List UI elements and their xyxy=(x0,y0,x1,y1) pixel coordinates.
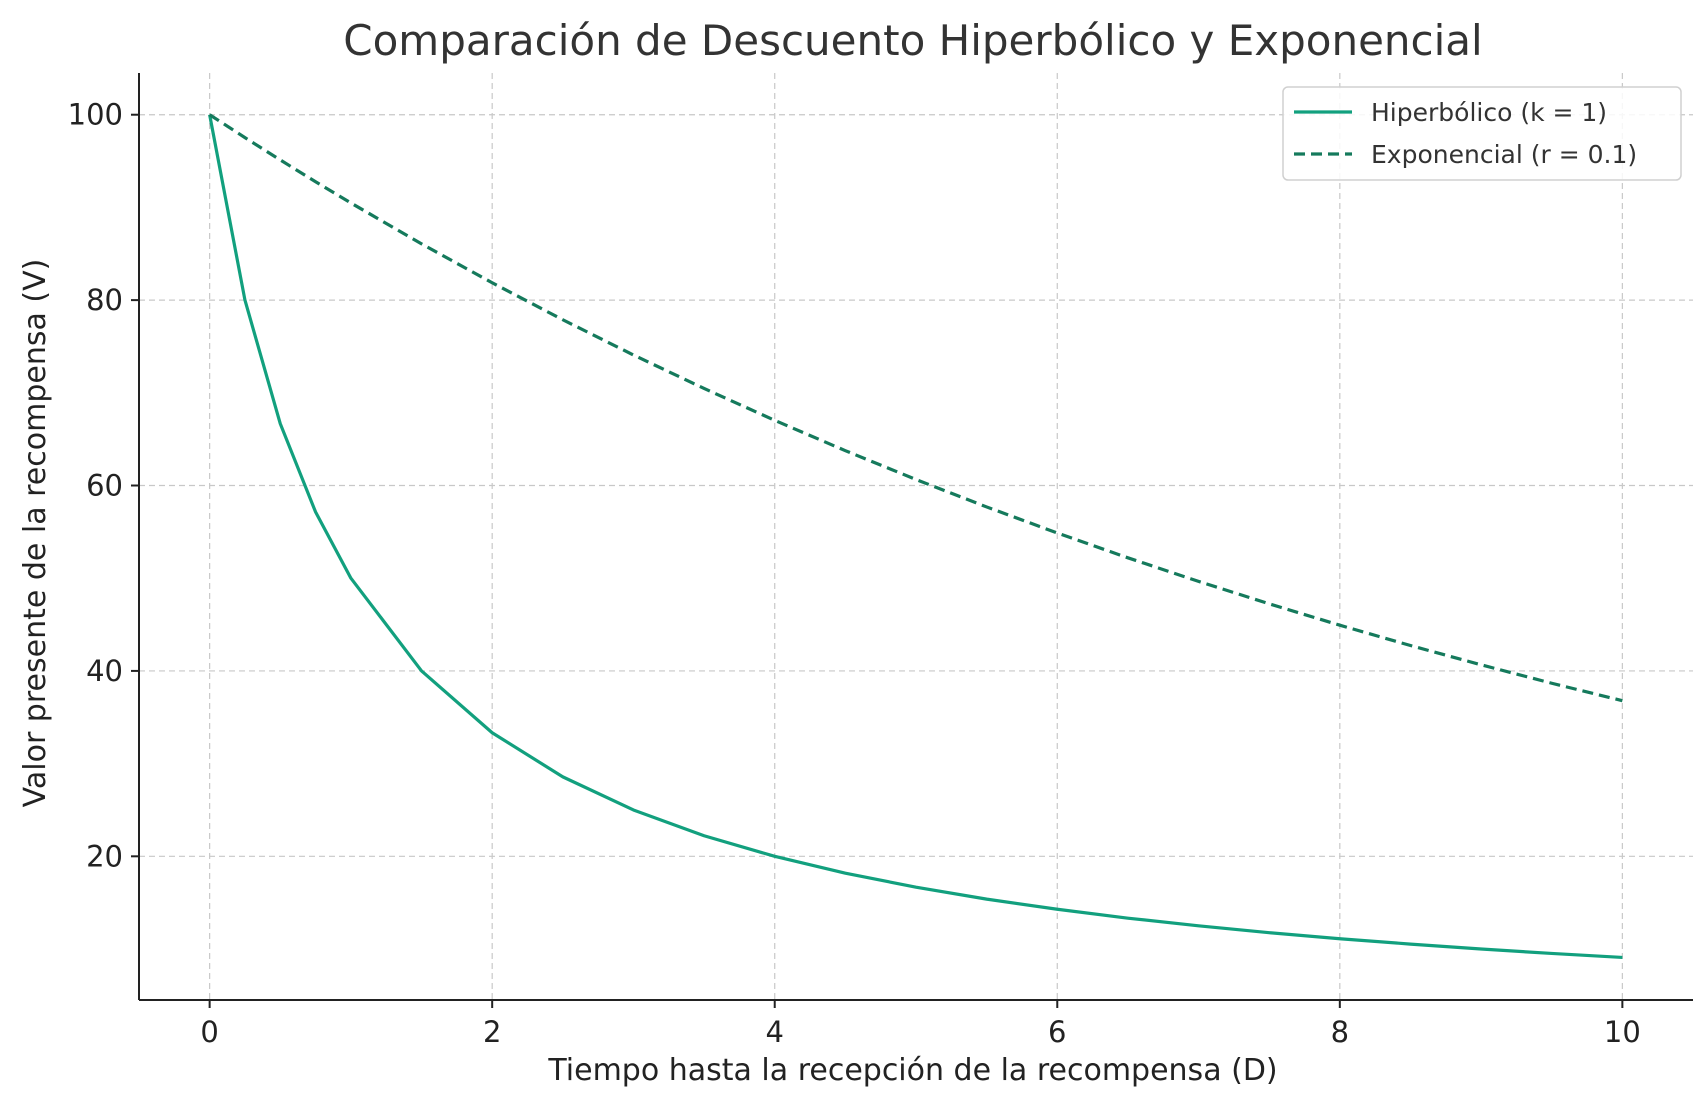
x-tick-label: 0 xyxy=(200,1015,218,1049)
y-tick-label: 60 xyxy=(86,469,123,503)
chart-title: Comparación de Descuento Hiperbólico y E… xyxy=(343,16,1482,65)
legend-label: Hiperbólico (k = 1) xyxy=(1371,98,1607,127)
series-lines xyxy=(208,113,1623,960)
y-tick-label: 100 xyxy=(68,98,123,132)
series-line-hiperbolico xyxy=(208,114,1623,960)
y-tick-label: 40 xyxy=(86,654,123,688)
series-line-exponencial xyxy=(208,113,1623,703)
x-tick-label: 2 xyxy=(483,1015,501,1049)
grid xyxy=(139,73,1693,1000)
x-axis-label: Tiempo hasta la recepción de la recompen… xyxy=(547,1053,1277,1088)
x-tick-label: 8 xyxy=(1331,1015,1349,1049)
y-axis-label: Valor presente de la recompensa (V) xyxy=(18,259,53,808)
x-tick-label: 4 xyxy=(766,1015,784,1049)
x-tick-label: 6 xyxy=(1048,1015,1066,1049)
axes: 0 2 4 6 8 10 20 40 60 80 100 xyxy=(68,73,1693,1049)
legend-box xyxy=(1282,86,1682,181)
legend-label: Exponencial (r = 0.1) xyxy=(1371,140,1637,169)
y-tick-label: 80 xyxy=(86,283,123,317)
y-tick-label: 20 xyxy=(86,839,123,873)
legend: Hiperbólico (k = 1) Exponencial (r = 0.1) xyxy=(1282,86,1682,181)
x-tick-label: 10 xyxy=(1604,1015,1641,1049)
